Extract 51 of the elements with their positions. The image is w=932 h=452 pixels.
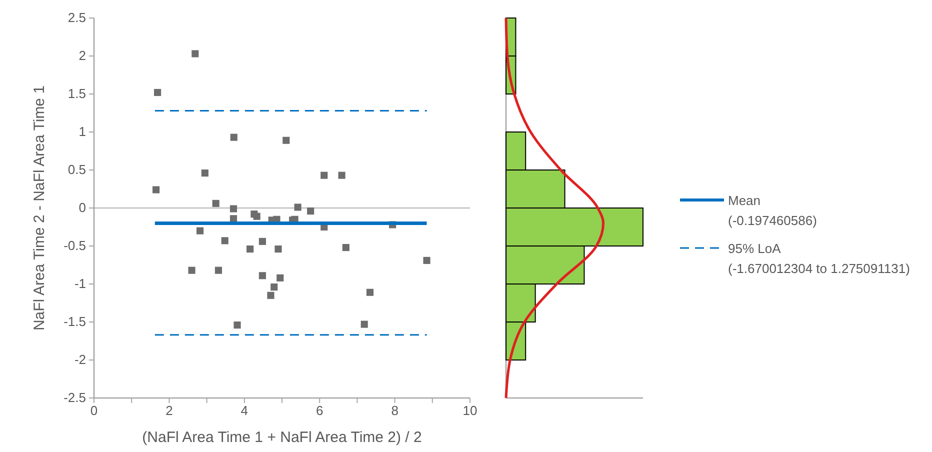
- point: [342, 244, 350, 252]
- point: [258, 238, 266, 245]
- point: [274, 246, 282, 253]
- y-tick-label: 2: [78, 48, 86, 64]
- point: [234, 322, 241, 329]
- y-tick-label: -1: [74, 276, 86, 292]
- x-tick-label: 10: [462, 403, 478, 418]
- point: [246, 246, 254, 253]
- point: [221, 237, 228, 244]
- point: [230, 215, 238, 222]
- point: [294, 204, 302, 211]
- point: [188, 266, 196, 274]
- x-tick-label: 0: [90, 403, 98, 418]
- point: [214, 266, 222, 274]
- x-axis-title: (NaFl Area Time 1 + NaFl Area Time 2) / 2: [142, 429, 422, 446]
- y-axis-title: NaFl Area Time 2 - NaFl Area Time 1: [31, 85, 48, 331]
- legend-label: 95% LoA (-1.670012304 to 1.275091131): [728, 241, 910, 276]
- y-tick-label: 1.5: [68, 86, 86, 102]
- y-tick-label: -2: [74, 352, 86, 368]
- point: [212, 200, 220, 207]
- y-tick-label: -1.5: [64, 314, 86, 330]
- point: [423, 256, 430, 264]
- point: [192, 50, 199, 58]
- y-tick-label: 2.5: [68, 10, 86, 26]
- x-tick-label: 6: [316, 403, 324, 418]
- point: [230, 134, 238, 141]
- y-tick-label: 1: [78, 124, 86, 140]
- y-tick-label: -2.5: [64, 390, 86, 406]
- point: [253, 212, 260, 220]
- point: [307, 208, 314, 215]
- point: [201, 170, 208, 177]
- y-tick-label: 0: [78, 200, 86, 216]
- y-tick-label: 0.5: [68, 162, 86, 178]
- point: [258, 272, 266, 280]
- point: [320, 172, 328, 179]
- point: [338, 172, 346, 179]
- point: [282, 136, 290, 144]
- point: [154, 88, 162, 96]
- point: [276, 274, 284, 282]
- legend-label: Mean (-0.197460586): [728, 193, 817, 228]
- x-tick-label: 4: [240, 403, 248, 418]
- point: [267, 292, 274, 299]
- x-tick-label: 2: [166, 403, 173, 418]
- point: [360, 320, 368, 328]
- y-tick-label: -0.5: [64, 238, 86, 254]
- point: [366, 288, 374, 296]
- point: [152, 186, 160, 194]
- point: [230, 205, 238, 212]
- point: [196, 227, 204, 234]
- point: [270, 284, 278, 291]
- x-tick-label: 8: [391, 403, 398, 418]
